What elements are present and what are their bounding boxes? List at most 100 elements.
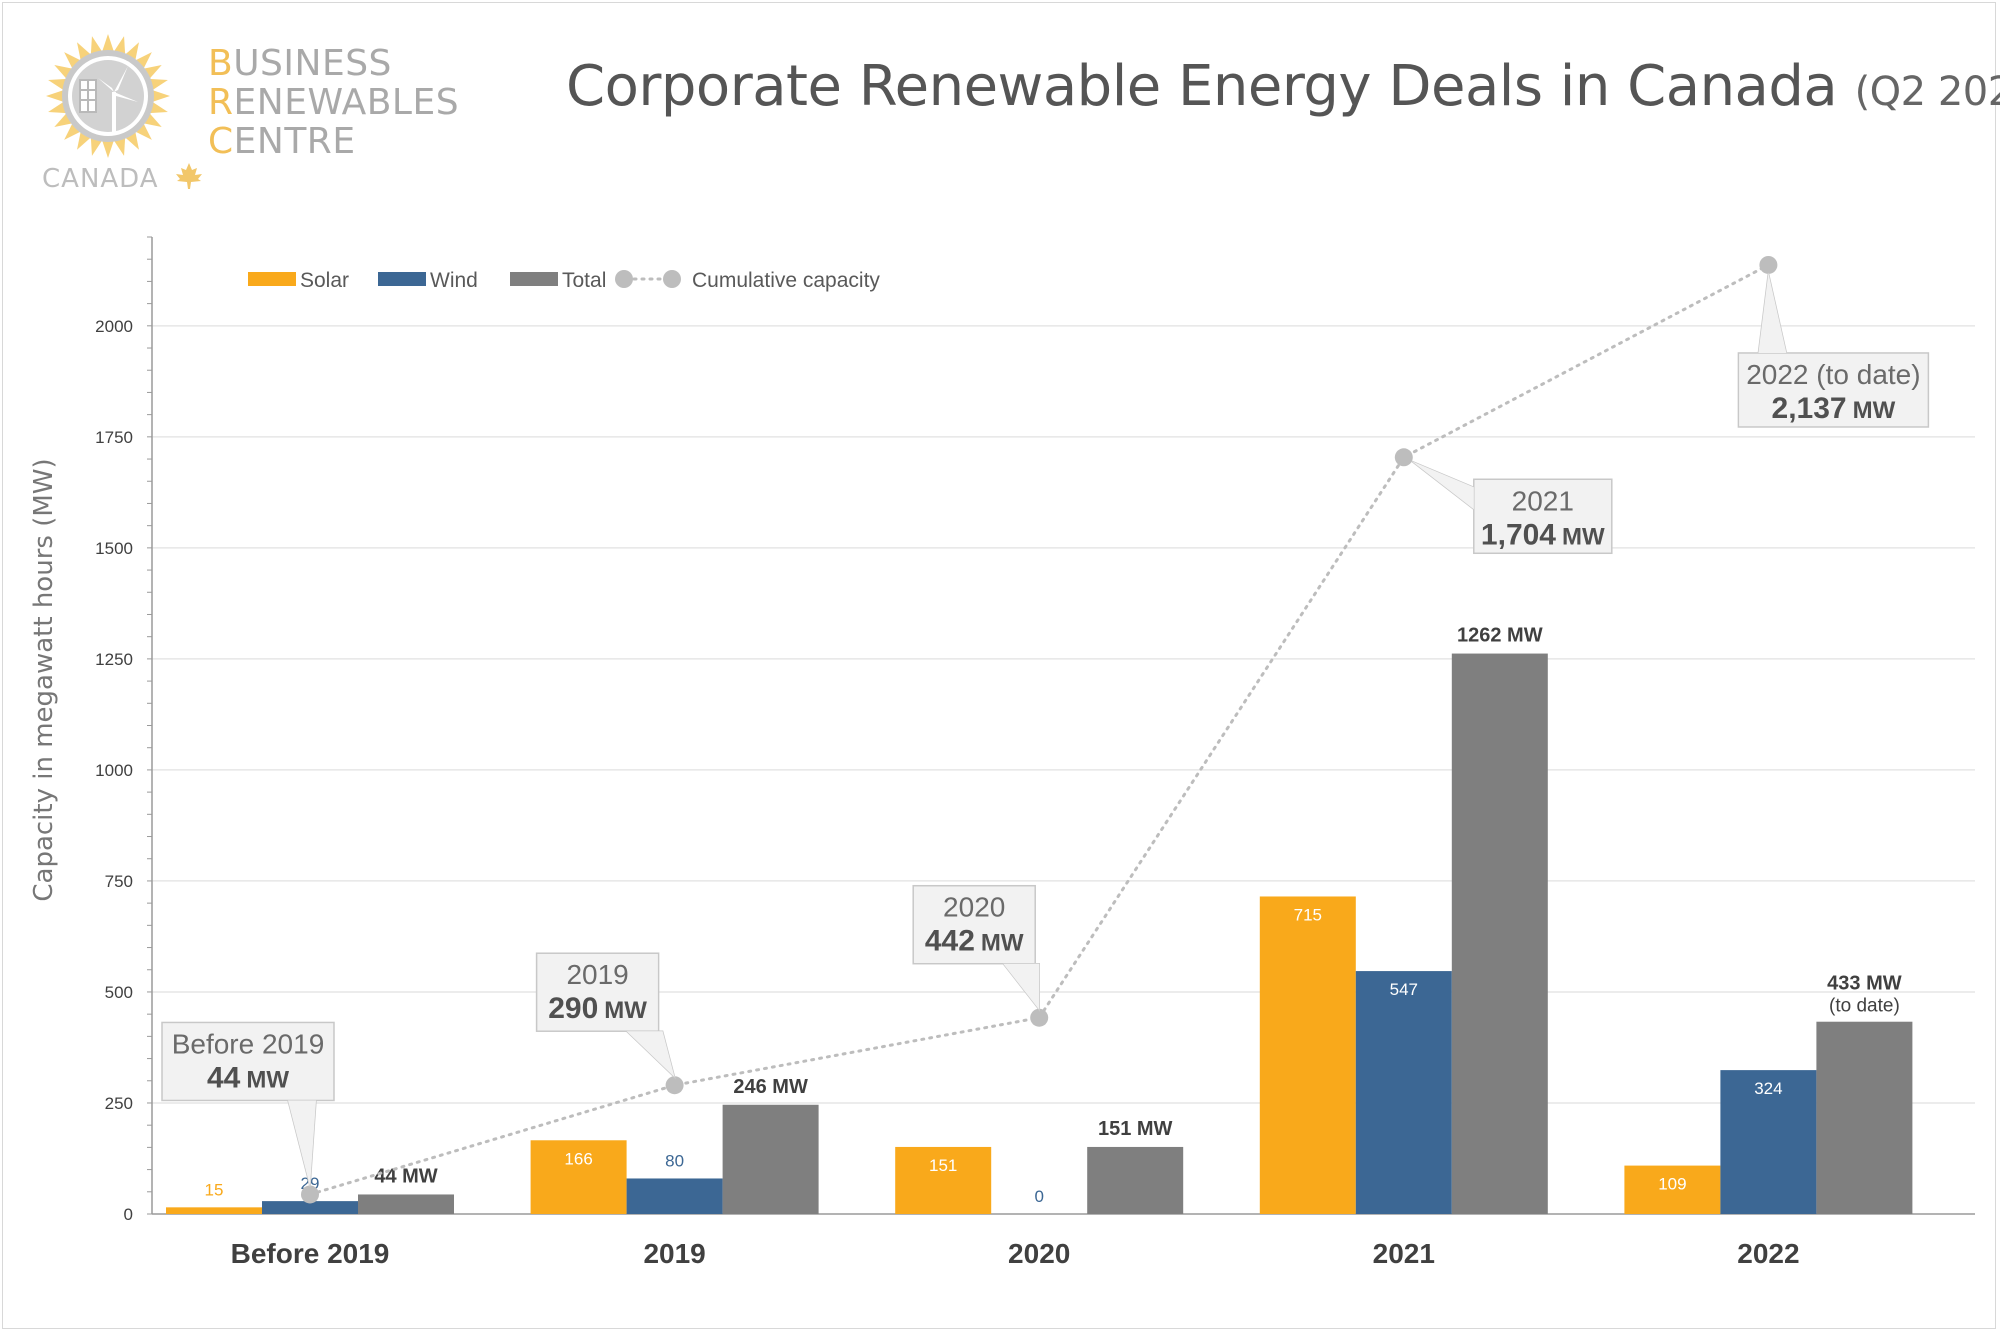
legend-label-wind: Wind (430, 269, 478, 292)
bar-total-1 (722, 1104, 819, 1214)
logo-word-renewables: ENEWABLES (233, 82, 460, 123)
cumulative-point-0 (301, 1185, 319, 1204)
callout-value: 44 (207, 1061, 241, 1094)
y-tick-label: 750 (105, 872, 133, 891)
wind-value-label: 547 (1390, 980, 1418, 999)
callout-label: 2022 (to date) (1746, 359, 1920, 390)
cumulative-point-2 (1030, 1008, 1049, 1027)
legend-swatch-total (510, 272, 558, 286)
y-tick-label: 1000 (95, 761, 133, 780)
bar-solar-2 (895, 1146, 992, 1214)
bars (166, 653, 1913, 1214)
wind-value-label: 0 (1034, 1187, 1043, 1206)
callout-4: 2022 (to date)2,137 MW (1737, 272, 1930, 428)
cumulative-point-3 (1394, 448, 1413, 467)
callout-label: Before 2019 (172, 1028, 325, 1059)
callout-label: 2021 (1512, 485, 1574, 516)
logo-wordmark: BUSINESS RENEWABLES CENTRE (208, 44, 459, 161)
callout-unit: MW (604, 997, 647, 1024)
chart-title-sub: (Q2 2022) (1854, 69, 2000, 115)
gridlines (152, 325, 1975, 1104)
callout-unit: MW (981, 930, 1024, 957)
callout-value: 2,137 (1772, 392, 1847, 425)
maple-leaf-icon (175, 163, 202, 189)
x-tick-labels: Before 2019 2019 2020 2021 2022 (231, 1238, 1800, 1269)
callout-box-fill (1739, 353, 1928, 426)
y-tick-label: 1750 (95, 428, 133, 447)
legend-marker-cumulative (663, 270, 681, 288)
logo-sun-ray (113, 36, 126, 56)
total-value-label: 1262 MW (1457, 625, 1543, 647)
logo-country: CANADA (42, 162, 204, 194)
y-tick-label: 1250 (95, 650, 133, 669)
callout-value-line: 290 MW (548, 992, 647, 1025)
bar-solar-4 (1624, 1165, 1721, 1214)
y-tick-label: 1500 (95, 539, 133, 558)
callout-pointer-fill (288, 1100, 316, 1187)
logo-sun-ray (152, 90, 170, 102)
solar-value-label: 15 (205, 1180, 224, 1199)
bar-solar-3 (1259, 896, 1356, 1214)
y-tick-label: 250 (105, 1094, 133, 1113)
cumulative-point-4 (1759, 255, 1778, 274)
total-value-label: 246 MW (733, 1076, 808, 1098)
bar-solar-1 (530, 1140, 627, 1214)
logo-sun-ray (102, 34, 114, 52)
bar-total-4 (1816, 1021, 1913, 1214)
logo-sun-ray (46, 90, 64, 102)
logo-sun-ray (48, 78, 68, 91)
solar-value-label: 715 (1294, 905, 1322, 924)
callout-box-fill (537, 954, 658, 1031)
callout-value: 442 (925, 925, 975, 958)
x-tick-label: 2022 (1737, 1238, 1799, 1269)
legend-label-cumulative: Cumulative capacity (692, 269, 880, 292)
total-value-label: 433 MW (1827, 973, 1902, 995)
callout-label: 2019 (566, 959, 628, 990)
y-tick-label: 500 (105, 983, 133, 1002)
x-tick-label: 2019 (643, 1238, 705, 1269)
callout-value-line: 2,137 MW (1772, 392, 1896, 425)
callout-unit: MW (1853, 397, 1896, 424)
legend-label-total: Total (562, 269, 606, 292)
callout-value-line: 44 MW (207, 1061, 289, 1094)
chart-title: Corporate Renewable Energy Deals in Cana… (566, 54, 2000, 119)
logo-sun-ray (148, 78, 168, 91)
callout-value: 290 (548, 992, 598, 1025)
legend-label-solar: Solar (300, 269, 349, 292)
callout-box-fill (1474, 480, 1611, 553)
y-tick-label: 2000 (95, 317, 133, 336)
logo-sun-ray (48, 101, 68, 114)
logo-word-centre: ENTRE (233, 121, 356, 162)
solar-value-label: 109 (1658, 1175, 1686, 1194)
bar-wind-0 (262, 1201, 358, 1214)
cumulative-point-1 (665, 1076, 684, 1095)
logo-cap-r: R (208, 82, 234, 123)
wind-value-label: 80 (665, 1151, 684, 1170)
cumulative-line-path (308, 263, 1770, 1196)
callout-pointer-fill (1411, 461, 1474, 510)
logo-cap-c: C (208, 121, 234, 162)
cumulative-line (301, 255, 1778, 1204)
logo-cap-b: B (208, 43, 234, 84)
callout-box-fill (914, 886, 1035, 963)
total-value-label: 44 MW (374, 1165, 437, 1187)
logo-sun-ray (148, 101, 168, 114)
callout-pointer-fill (1758, 272, 1787, 353)
callout-box-fill (163, 1023, 333, 1100)
x-tick-label: 2020 (1008, 1238, 1070, 1269)
logo-sun-ray (90, 136, 103, 156)
logo-sun-ray (113, 136, 126, 156)
sun-turbine-logo-icon (46, 34, 170, 158)
logo-sun-ray (102, 140, 114, 158)
bar-total-3 (1451, 653, 1548, 1214)
total-value-note: (to date) (1829, 996, 1900, 1017)
bar-wind-4 (1720, 1070, 1817, 1214)
callout-unit: MW (1562, 523, 1605, 550)
callout-value-line: 442 MW (925, 925, 1024, 958)
bar-total-2 (1087, 1146, 1184, 1214)
